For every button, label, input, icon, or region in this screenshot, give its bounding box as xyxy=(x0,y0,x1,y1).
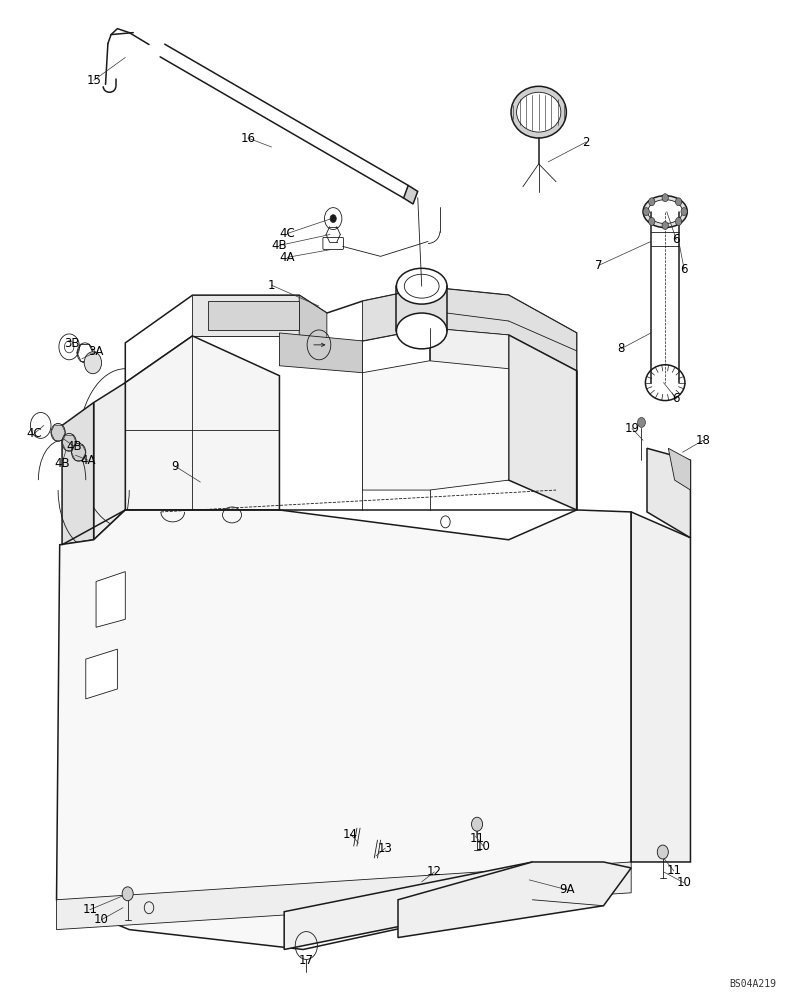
Circle shape xyxy=(330,215,337,223)
Text: 4C: 4C xyxy=(279,227,295,240)
Circle shape xyxy=(122,887,133,901)
Polygon shape xyxy=(86,649,117,699)
Text: 9A: 9A xyxy=(560,883,575,896)
Text: 8: 8 xyxy=(617,342,625,355)
Circle shape xyxy=(643,208,650,216)
Text: BS04A219: BS04A219 xyxy=(729,979,776,989)
Text: 4C: 4C xyxy=(26,427,42,440)
Circle shape xyxy=(649,217,655,225)
Polygon shape xyxy=(669,448,690,490)
Circle shape xyxy=(51,423,65,441)
Polygon shape xyxy=(284,862,533,949)
Text: 4B: 4B xyxy=(271,239,287,252)
Circle shape xyxy=(662,194,669,202)
Polygon shape xyxy=(647,448,690,538)
Text: 19: 19 xyxy=(625,422,639,435)
Circle shape xyxy=(471,817,482,831)
Circle shape xyxy=(662,222,669,230)
Ellipse shape xyxy=(648,200,682,224)
Circle shape xyxy=(681,208,687,216)
Polygon shape xyxy=(362,361,509,490)
Text: 17: 17 xyxy=(298,954,314,967)
Circle shape xyxy=(649,198,655,206)
Polygon shape xyxy=(299,295,327,353)
Circle shape xyxy=(72,443,86,461)
Text: 1: 1 xyxy=(267,279,275,292)
Text: 16: 16 xyxy=(240,132,256,145)
Text: 4B: 4B xyxy=(54,457,70,470)
Text: 15: 15 xyxy=(86,74,101,87)
Text: 10: 10 xyxy=(476,840,491,853)
Ellipse shape xyxy=(517,92,561,132)
Ellipse shape xyxy=(646,365,685,401)
Text: 9: 9 xyxy=(171,460,179,473)
Text: 10: 10 xyxy=(94,913,109,926)
Text: 4B: 4B xyxy=(66,440,82,453)
Text: 18: 18 xyxy=(696,434,711,447)
Text: 3A: 3A xyxy=(88,345,103,358)
Ellipse shape xyxy=(643,196,687,228)
Text: 6: 6 xyxy=(673,392,680,405)
Text: 10: 10 xyxy=(677,876,692,889)
Polygon shape xyxy=(631,512,690,862)
Ellipse shape xyxy=(396,313,447,349)
Text: 13: 13 xyxy=(378,842,392,855)
Polygon shape xyxy=(193,295,299,336)
Text: 11: 11 xyxy=(82,903,97,916)
Polygon shape xyxy=(125,287,576,383)
Text: 4A: 4A xyxy=(279,251,295,264)
Circle shape xyxy=(676,217,681,225)
Circle shape xyxy=(638,417,646,427)
Polygon shape xyxy=(279,333,362,373)
Circle shape xyxy=(657,845,669,859)
Text: 2: 2 xyxy=(583,135,590,148)
Text: 11: 11 xyxy=(666,864,681,877)
Polygon shape xyxy=(57,862,631,930)
Text: 6: 6 xyxy=(673,233,680,246)
Text: 4A: 4A xyxy=(80,454,96,467)
Text: 7: 7 xyxy=(595,259,603,272)
Polygon shape xyxy=(57,510,631,949)
Circle shape xyxy=(59,334,80,360)
Text: 12: 12 xyxy=(427,865,442,878)
Text: 11: 11 xyxy=(470,832,485,845)
Circle shape xyxy=(62,433,76,451)
Text: 3B: 3B xyxy=(64,337,80,350)
Polygon shape xyxy=(404,185,418,204)
Ellipse shape xyxy=(396,268,447,304)
Polygon shape xyxy=(62,403,94,545)
Circle shape xyxy=(84,352,102,374)
Polygon shape xyxy=(398,862,631,938)
Ellipse shape xyxy=(511,86,567,138)
Polygon shape xyxy=(209,301,299,330)
Polygon shape xyxy=(96,572,125,627)
Polygon shape xyxy=(362,287,576,371)
Text: 14: 14 xyxy=(343,828,358,841)
Polygon shape xyxy=(509,335,576,510)
Circle shape xyxy=(676,198,681,206)
Polygon shape xyxy=(430,328,509,480)
Polygon shape xyxy=(125,336,279,510)
Text: 6: 6 xyxy=(681,263,688,276)
Polygon shape xyxy=(94,383,125,540)
